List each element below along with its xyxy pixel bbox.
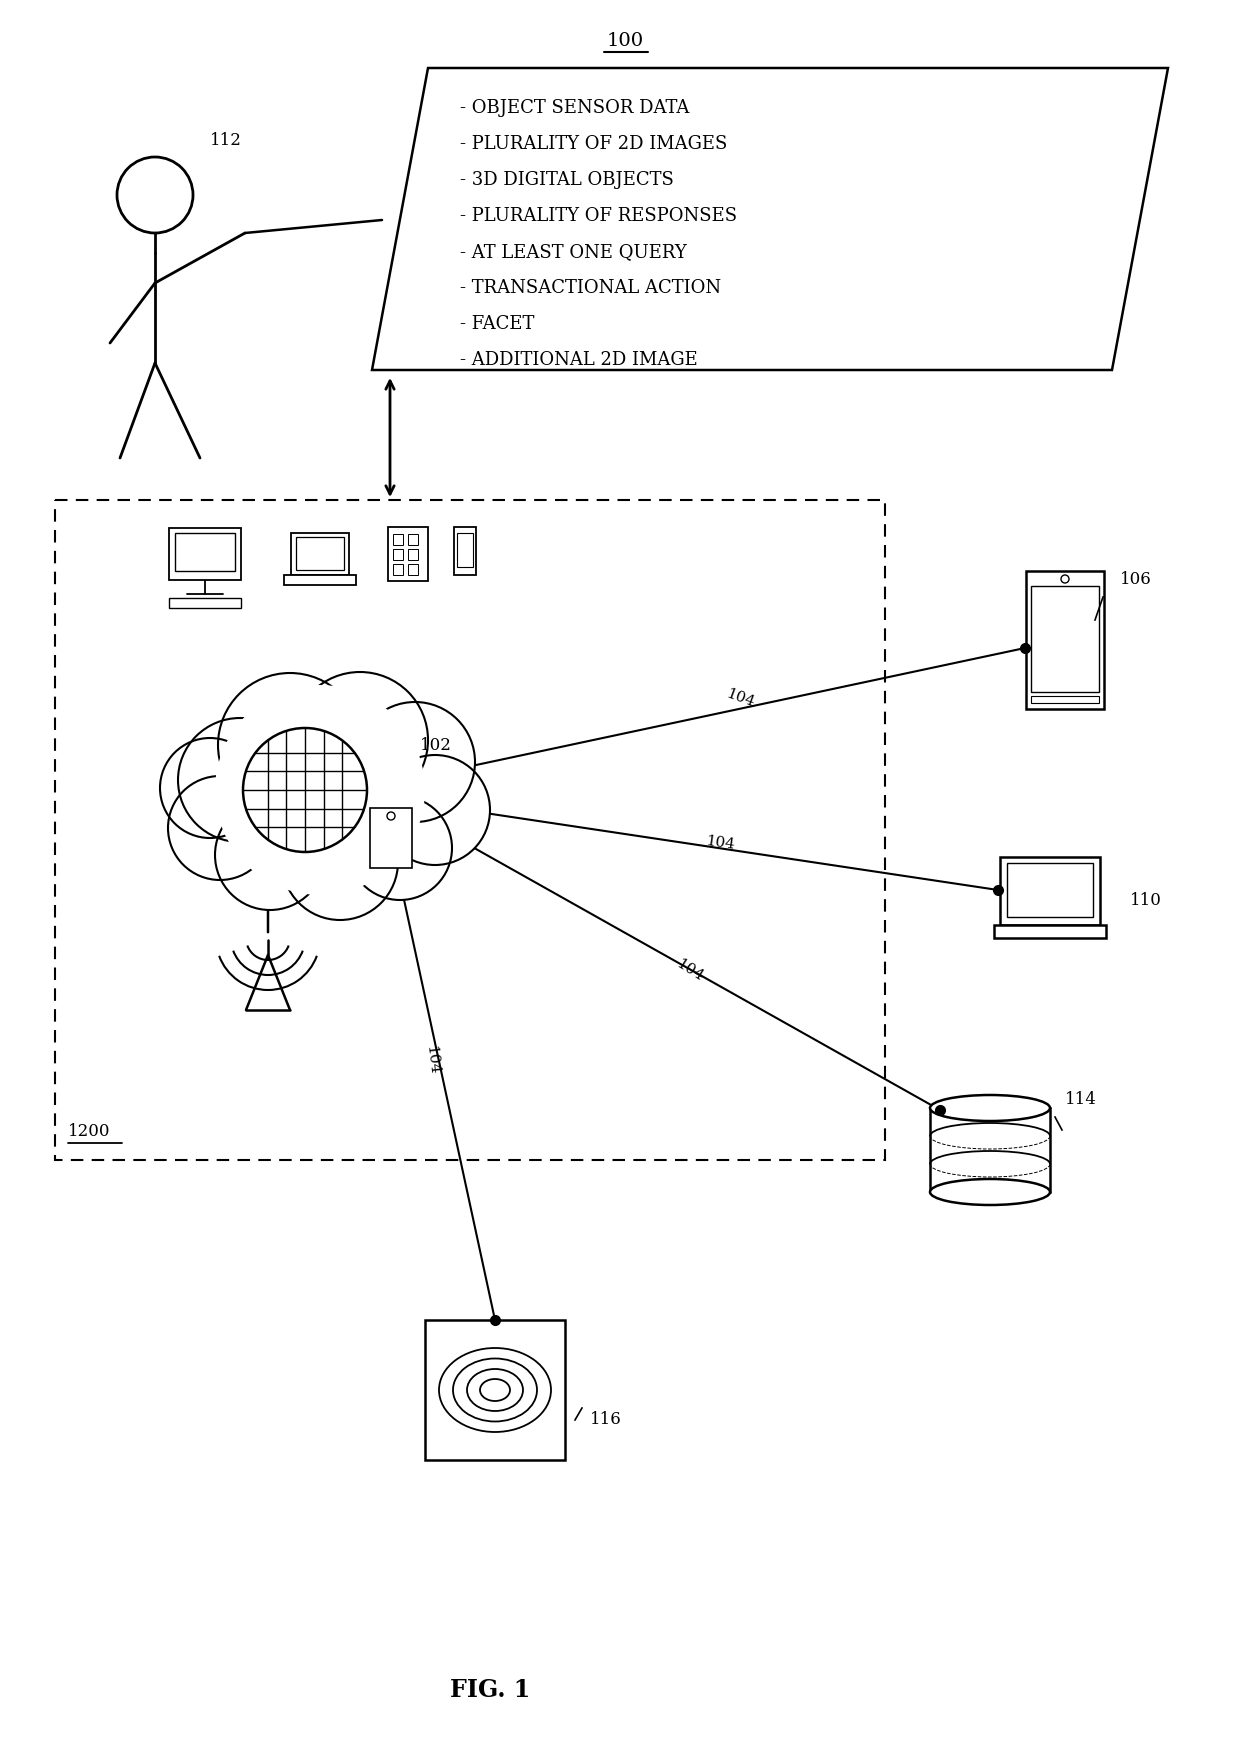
Text: - 3D DIGITAL OBJECTS: - 3D DIGITAL OBJECTS: [460, 171, 673, 188]
Circle shape: [281, 804, 398, 920]
Bar: [169, 598, 241, 608]
Bar: [458, 533, 472, 566]
Ellipse shape: [930, 1095, 1050, 1121]
Circle shape: [215, 685, 425, 894]
Bar: [388, 526, 428, 580]
Bar: [408, 549, 418, 560]
Circle shape: [387, 812, 396, 819]
Bar: [175, 533, 236, 572]
Text: - TRANSACTIONAL ACTION: - TRANSACTIONAL ACTION: [460, 279, 722, 296]
Circle shape: [160, 737, 260, 838]
Bar: [1030, 695, 1099, 702]
Text: 104: 104: [704, 835, 735, 852]
Circle shape: [291, 673, 428, 809]
Circle shape: [215, 800, 325, 910]
Text: 110: 110: [1130, 891, 1162, 908]
Bar: [1007, 863, 1092, 917]
Text: 116: 116: [590, 1412, 621, 1429]
Circle shape: [117, 157, 193, 234]
Text: - FACET: - FACET: [460, 315, 534, 333]
Circle shape: [167, 776, 272, 880]
Bar: [284, 575, 356, 586]
Text: 1200: 1200: [68, 1122, 110, 1140]
Circle shape: [218, 673, 362, 817]
Bar: [393, 533, 403, 546]
Text: - ADDITIONAL 2D IMAGE: - ADDITIONAL 2D IMAGE: [460, 350, 698, 370]
Circle shape: [348, 797, 453, 899]
Bar: [999, 858, 1100, 926]
Text: 100: 100: [606, 31, 644, 51]
Bar: [393, 565, 403, 575]
Bar: [425, 1319, 565, 1461]
Text: 104: 104: [423, 1044, 440, 1075]
Bar: [408, 565, 418, 575]
Text: 104: 104: [724, 687, 756, 709]
Bar: [408, 533, 418, 546]
Bar: [1025, 572, 1104, 709]
Text: - AT LEAST ONE QUERY: - AT LEAST ONE QUERY: [460, 242, 687, 261]
Bar: [55, 500, 885, 1161]
Bar: [370, 809, 412, 868]
Text: 102: 102: [420, 737, 451, 753]
Circle shape: [243, 729, 367, 852]
Polygon shape: [372, 68, 1168, 370]
Bar: [930, 1109, 1050, 1192]
Bar: [296, 537, 343, 570]
Text: - OBJECT SENSOR DATA: - OBJECT SENSOR DATA: [460, 99, 689, 117]
Text: FIG. 1: FIG. 1: [450, 1679, 531, 1701]
Bar: [994, 926, 1106, 938]
Text: - PLURALITY OF RESPONSES: - PLURALITY OF RESPONSES: [460, 207, 737, 225]
Bar: [393, 549, 403, 560]
Bar: [291, 533, 348, 575]
Text: 106: 106: [1120, 572, 1152, 589]
Circle shape: [179, 718, 303, 842]
Text: - PLURALITY OF 2D IMAGES: - PLURALITY OF 2D IMAGES: [460, 134, 728, 153]
Bar: [169, 528, 241, 580]
Text: 104: 104: [673, 957, 706, 983]
Text: 114: 114: [1065, 1091, 1097, 1109]
Circle shape: [355, 702, 475, 823]
Bar: [1030, 586, 1099, 692]
Text: 112: 112: [210, 131, 242, 148]
Bar: [454, 526, 476, 575]
Circle shape: [1061, 575, 1069, 582]
Circle shape: [379, 755, 490, 865]
Ellipse shape: [930, 1178, 1050, 1204]
